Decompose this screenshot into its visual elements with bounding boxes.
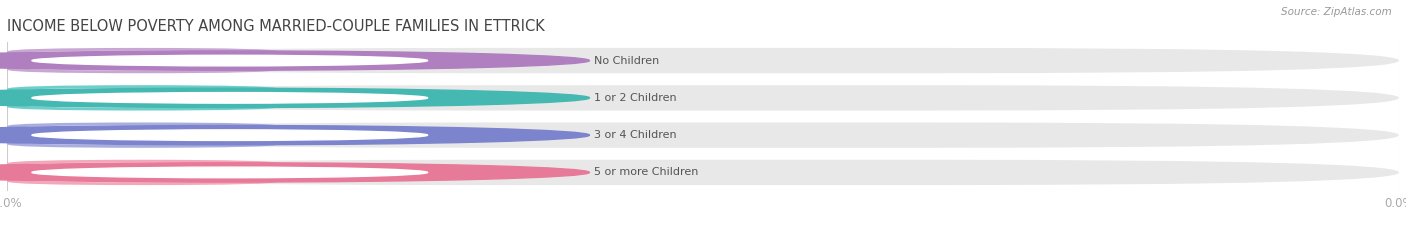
FancyBboxPatch shape xyxy=(14,51,262,70)
Circle shape xyxy=(32,167,427,178)
FancyBboxPatch shape xyxy=(7,48,278,73)
FancyBboxPatch shape xyxy=(7,123,1399,148)
Text: Source: ZipAtlas.com: Source: ZipAtlas.com xyxy=(1281,7,1392,17)
Circle shape xyxy=(0,51,589,70)
Text: 0.0%: 0.0% xyxy=(240,56,271,65)
Text: 3 or 4 Children: 3 or 4 Children xyxy=(593,130,676,140)
FancyBboxPatch shape xyxy=(7,48,1399,73)
Circle shape xyxy=(32,130,427,140)
Text: 0.0%: 0.0% xyxy=(240,168,271,177)
FancyBboxPatch shape xyxy=(14,88,262,108)
FancyBboxPatch shape xyxy=(7,85,1399,110)
Circle shape xyxy=(0,88,589,107)
FancyBboxPatch shape xyxy=(7,85,278,110)
Text: 5 or more Children: 5 or more Children xyxy=(593,168,697,177)
Text: 1 or 2 Children: 1 or 2 Children xyxy=(593,93,676,103)
Circle shape xyxy=(0,126,589,145)
FancyBboxPatch shape xyxy=(7,160,1399,185)
Text: 0.0%: 0.0% xyxy=(240,93,271,103)
Circle shape xyxy=(32,55,427,66)
Text: 0.0%: 0.0% xyxy=(240,130,271,140)
Circle shape xyxy=(32,93,427,103)
Text: No Children: No Children xyxy=(593,56,659,65)
Circle shape xyxy=(0,163,589,182)
FancyBboxPatch shape xyxy=(14,125,262,145)
FancyBboxPatch shape xyxy=(7,123,278,148)
FancyBboxPatch shape xyxy=(7,160,278,185)
FancyBboxPatch shape xyxy=(14,163,262,182)
Text: INCOME BELOW POVERTY AMONG MARRIED-COUPLE FAMILIES IN ETTRICK: INCOME BELOW POVERTY AMONG MARRIED-COUPL… xyxy=(7,19,544,34)
